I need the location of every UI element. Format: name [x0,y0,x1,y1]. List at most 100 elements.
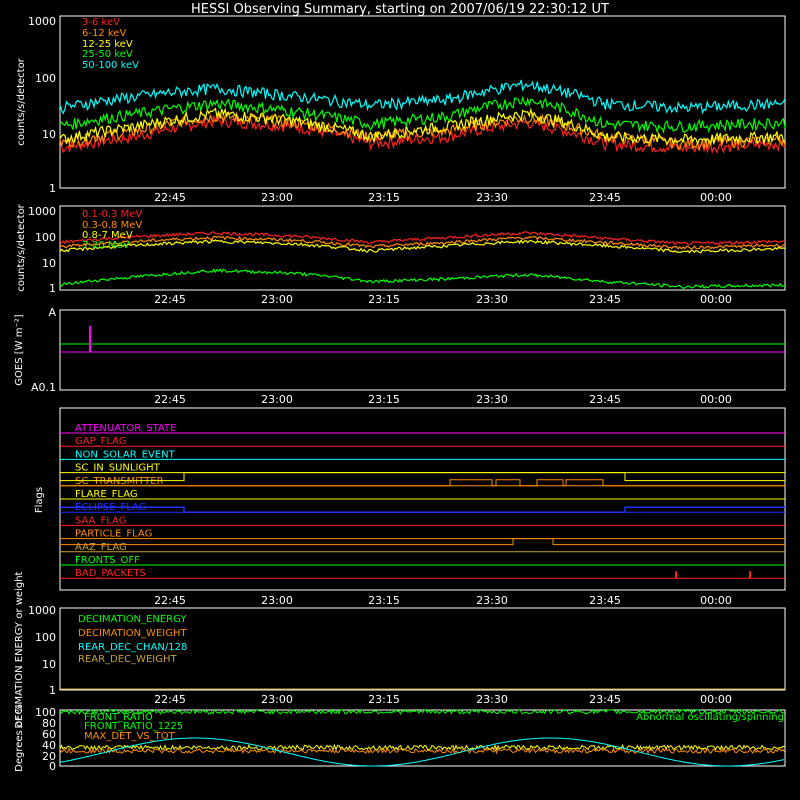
x-tick-label: 00:00 [700,191,732,204]
series-group [59,79,786,155]
legend-entry: FRONT_RATIO [84,712,153,723]
y-tick-label: 40 [42,739,56,752]
flag-label: FRONTS_OFF [75,555,140,566]
legend-entry: 3-6 keV [82,17,120,28]
x-tick-label: 23:00 [261,393,293,406]
x-tick-label: 00:00 [700,393,732,406]
y-tick-label: 20 [42,750,56,763]
legend-entry: 25-50 keV [82,49,133,60]
y-axis-label: DECIMATION ENERGY or weight [14,571,25,728]
y-tick-label: 1 [49,684,56,697]
legend: 3-6 keV 6-12 keV 12-25 keV 25-50 keV 50-… [82,17,139,71]
x-tick-label: 23:00 [261,594,293,607]
y-tick-label: 100 [35,72,56,85]
panel-frame [59,709,786,767]
legend-entry: 6-12 keV [82,28,126,39]
ratio-series-line [59,747,785,755]
x-tick-label: 00:00 [700,594,732,607]
ratio-series-line [59,708,785,716]
x-tick-label: 00:00 [700,293,732,306]
y-tick-label: 0 [49,760,56,773]
eclipse-trace [60,506,785,513]
y-tick-label: 80 [42,717,56,730]
y-tick-label: 10 [42,128,56,141]
x-tick-labels: 22:45 23:00 23:15 23:30 23:45 00:00 [154,191,732,204]
flag-label: SAA_FLAG [75,515,126,526]
y-axis-label: GOES [W m⁻²] [14,314,25,385]
panel-ratios: 100 80 60 40 20 0 Degrees or % FRONT_RAT… [14,704,786,773]
y-axis-label: Flags [34,487,45,513]
sc-transmitter-trace [60,479,785,487]
annotation: Abnormal oscillating/spinning [636,712,784,723]
x-tick-label: 22:45 [154,594,186,607]
y-axis-label: Degrees or % [14,704,25,772]
flag-label: AAZ_FLAG [75,542,127,553]
x-tick-label: 23:15 [368,191,400,204]
panel-flags: Flags ATTENUATOR_STATE GAP_FLAG NON_SOLAR_… [34,407,786,607]
flag-label: FLARE_FLAG [75,489,138,500]
ratio-series-line [59,743,785,752]
y-tick-label: 10 [42,658,56,671]
panel-goes: A A0.1 GOES [W m⁻²] 22:45 23:00 23:15 23… [14,306,786,406]
flag-label: GAP_FLAG [75,436,127,447]
y-axis-label: counts/s/detector [16,203,27,291]
legend-entry: 50-100 keV [82,60,139,71]
y-tick-label: 10 [42,257,56,270]
x-tick-label: 23:30 [476,191,508,204]
flag-label: SC_TRANSMITTER [75,476,164,487]
x-tick-label: 23:45 [589,191,621,204]
legend: 0.1-0.3 MeV 0.3-0.8 MeV 0.8-7 MeV 7-20 M… [82,209,142,251]
x-tick-label: 23:00 [261,693,293,706]
flag-label: SC_IN_SUNLIGHT [75,463,161,474]
panel-count-rates-low-energy: 1000 100 10 1 counts/s/detector 3-6 keV … [16,15,786,204]
particle-trace [60,538,785,546]
y-tick-label: 100 [35,631,56,644]
x-tick-label: 23:45 [589,393,621,406]
sc-in-sunlight-trace [60,472,785,482]
legend-entry: DECIMATION_WEIGHT [78,628,187,639]
legend-entry: REAR_DEC_CHAN/128 [78,642,187,653]
x-tick-labels: 22:45 23:00 23:15 23:30 23:45 00:00 [154,693,732,706]
x-tick-label: 23:15 [368,693,400,706]
series-line [59,239,786,254]
x-tick-labels: 22:45 23:00 23:15 23:30 23:45 00:00 [154,393,732,406]
series-group [59,231,786,289]
x-tick-label: 00:00 [700,693,732,706]
series-line [59,95,786,135]
figure-title: HESSI Observing Summary, starting on 200… [191,2,609,17]
y-tick-label: A0.1 [31,381,56,394]
x-tick-label: 23:45 [589,594,621,607]
x-tick-label: 22:45 [154,393,186,406]
panel-decimation: 1000 100 10 1 DECIMATION ENERGY or weigh… [14,571,786,728]
legend-entry: 7-20 MeV [82,240,130,251]
x-tick-label: 23:00 [261,293,293,306]
series-line [59,79,786,115]
y-tick-label: 1 [49,282,56,295]
flag-rows: ATTENUATOR_STATE GAP_FLAG NON_SOLAR_EVENT S… [60,423,785,579]
y-tick-label: 1000 [28,205,56,218]
legend-entry: MAX_DET_VS_TOT [84,731,176,742]
y-tick-label: 1000 [28,604,56,617]
y-axis-label: counts/s/detector [16,57,27,145]
legend: DECIMATION_ENERGY DECIMATION_WEIGHT REAR… [78,614,187,665]
legend-entry: 12-25 keV [82,39,133,50]
y-tick-label: 1000 [28,15,56,28]
x-tick-label: 23:15 [368,293,400,306]
panel-frame [59,15,786,189]
x-tick-label: 22:45 [154,293,186,306]
legend-entry: REAR_DEC_WEIGHT [78,654,177,665]
y-tick-label: 1 [49,182,56,195]
x-tick-label: 23:45 [589,293,621,306]
x-tick-labels: 22:45 23:00 23:15 23:30 23:45 00:00 [154,293,732,306]
x-tick-label: 23:30 [476,594,508,607]
y-tick-label: A [48,306,56,319]
x-tick-label: 23:15 [368,393,400,406]
flag-label: BAD_PACKETS [75,568,146,579]
legend-entry: 0.1-0.3 MeV [82,209,142,220]
flag-label: NON_SOLAR_EVENT [75,449,176,460]
panel-frame [59,607,786,691]
series-line [59,107,786,146]
y-tick-label: 100 [35,231,56,244]
legend-entry: 0.3-0.8 MeV [82,220,142,231]
